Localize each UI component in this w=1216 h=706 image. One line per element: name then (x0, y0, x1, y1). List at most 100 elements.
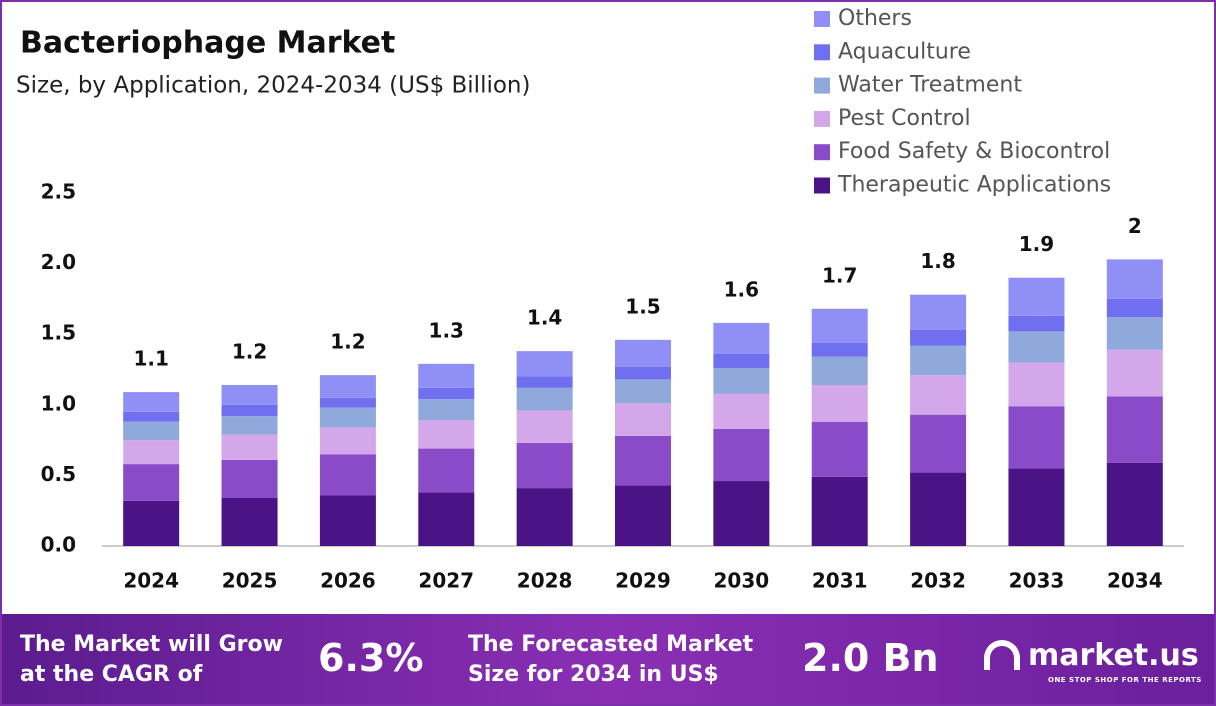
x-tick-label: 2026 (320, 569, 376, 593)
total-label: 1.8 (920, 249, 955, 273)
bar-segment (418, 387, 475, 400)
bar-segment (221, 385, 278, 405)
legend-label: Food Safety & Biocontrol (838, 139, 1110, 164)
bar-segment (910, 294, 967, 330)
bar-segment (811, 421, 868, 477)
footer: The Market will Grow at the CAGR of 6.3%… (2, 614, 1214, 704)
bar-segment (615, 403, 671, 436)
total-label: 2 (1128, 214, 1142, 238)
legend-swatch (814, 77, 830, 94)
bar-segment (1008, 362, 1065, 407)
bar-segment (221, 404, 278, 417)
bar-segment (713, 428, 770, 482)
forecast-value: 2.0 Bn (802, 636, 939, 680)
x-tick-label: 2024 (123, 569, 179, 593)
bar-segment (615, 366, 671, 380)
bar-segment (123, 500, 180, 546)
bar-segment (910, 414, 967, 473)
bar-segment (615, 485, 671, 546)
x-tick-label: 2034 (1107, 569, 1163, 593)
bar-segment (319, 454, 376, 496)
cagr-value: 6.3% (318, 636, 424, 680)
bar-segment (319, 375, 376, 398)
bar-segment (1106, 317, 1163, 350)
total-label: 1.7 (822, 263, 857, 287)
legend-swatch (814, 11, 830, 27)
bar-segment (1008, 331, 1065, 363)
y-tick-label: 0.0 (41, 533, 76, 557)
y-tick-label: 1.0 (41, 391, 76, 415)
bar-segment (418, 399, 475, 421)
bar-segment (516, 351, 573, 377)
bar-segment (811, 476, 868, 546)
bar-segment (713, 393, 770, 429)
total-label: 1.4 (527, 306, 562, 330)
legend-label: Therapeutic Applications (837, 173, 1111, 198)
bar-segment (221, 434, 278, 460)
bar-segment (516, 488, 573, 546)
total-label: 1.3 (429, 318, 464, 342)
bar-segment (319, 495, 376, 546)
total-label: 1.2 (330, 330, 365, 354)
bar-segment (615, 379, 671, 404)
x-tick-label: 2028 (517, 569, 573, 593)
bar-segment (811, 342, 868, 357)
total-label: 1.2 (232, 340, 267, 364)
bar-segment (221, 459, 278, 498)
bar-segment (811, 385, 868, 422)
bar-segment (516, 387, 573, 411)
total-label: 1.6 (724, 277, 759, 301)
bar-segment (418, 492, 475, 546)
bar-segment (418, 448, 475, 493)
tagline: ONE STOP SHOP FOR THE REPORTS (1048, 676, 1202, 684)
bar-segment (1106, 259, 1163, 299)
y-tick-label: 2.0 (41, 250, 76, 274)
bar-segment (418, 363, 475, 388)
bar-segment (713, 322, 770, 354)
x-tick-label: 2032 (910, 569, 966, 593)
bar-segment (319, 397, 376, 408)
legend-swatch (814, 144, 830, 161)
bar-segment (516, 410, 573, 443)
bar-segment (615, 339, 671, 367)
y-tick-label: 0.5 (41, 462, 76, 486)
legend-label: Pest Control (838, 106, 971, 131)
x-tick-label: 2025 (222, 569, 278, 593)
bar-segment (319, 427, 376, 455)
bar-segment (910, 375, 967, 415)
x-tick-label: 2031 (812, 569, 868, 593)
chart-subtitle: Size, by Application, 2024-2034 (US$ Bil… (16, 73, 530, 99)
bar-segment (123, 392, 180, 412)
bar-segment (221, 497, 278, 546)
bar-segment (1106, 462, 1163, 546)
bar-segment (123, 411, 180, 422)
total-label: 1.9 (1019, 232, 1054, 256)
bar-segment (615, 435, 671, 486)
bar-segment (1008, 315, 1065, 332)
bar-segment (1008, 406, 1065, 469)
cagr-text: The Market will Grow at the CAGR of (20, 632, 283, 687)
logo-icon (984, 640, 1020, 670)
legend-swatch (814, 44, 830, 61)
bar-segment (221, 416, 278, 435)
bar-segment (418, 420, 475, 449)
bar-segment (516, 376, 573, 388)
x-tick-label: 2033 (1009, 569, 1065, 593)
legend-label: Aquaculture (838, 39, 971, 64)
legend-swatch (814, 110, 830, 127)
bar-segment (1106, 396, 1163, 463)
legend-label: Water Treatment (838, 73, 1022, 98)
bar-segment (1106, 298, 1163, 318)
bar-segment (123, 440, 180, 465)
total-label: 1.1 (133, 347, 168, 371)
bar-segment (319, 407, 376, 428)
bar-segment (910, 329, 967, 346)
forecast-text: The Forecasted Market Size for 2034 in U… (468, 632, 754, 687)
y-tick-label: 2.5 (41, 180, 76, 204)
bar-segment (1008, 277, 1065, 316)
brand: market.us (1028, 638, 1199, 673)
x-tick-label: 2029 (615, 569, 671, 593)
bar-segment (811, 356, 868, 386)
bar-segment (713, 368, 770, 394)
